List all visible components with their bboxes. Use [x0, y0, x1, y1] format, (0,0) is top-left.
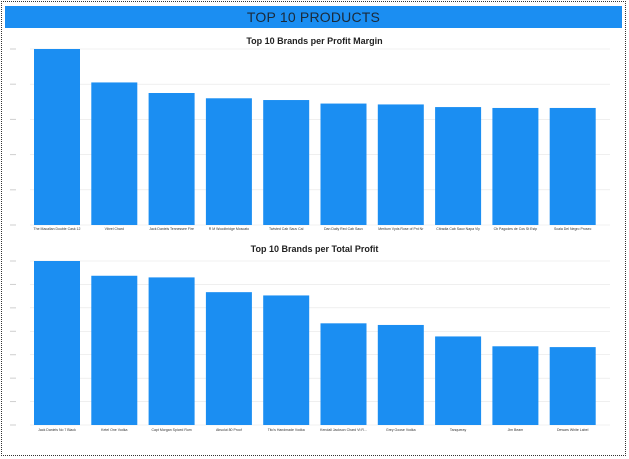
profit-category-label: Jack Daniels No 7 Black	[38, 428, 76, 432]
margin-category-label: Dan Daily Red Cab Sauv	[324, 227, 363, 231]
profit-y-tick	[10, 330, 16, 332]
margin-category-label: Cb Pagodes de Cos St Estp	[494, 227, 538, 231]
chart-title-profit-margin: Top 10 Brands per Profit Margin	[246, 36, 383, 46]
profit-y-tick	[10, 354, 16, 356]
profit-bar	[91, 275, 138, 425]
profit-y-tick	[10, 377, 16, 379]
profit-y-tick	[10, 401, 16, 403]
margin-y-tick	[10, 224, 16, 226]
margin-bar	[148, 93, 195, 225]
chart-title-total-profit: Top 10 Brands per Total Profit	[250, 244, 379, 254]
profit-bar	[34, 261, 80, 425]
margin-bar	[34, 49, 80, 225]
margin-y-tick	[10, 48, 16, 50]
margin-category-label: Twisted Cab Sauv Cal	[269, 227, 304, 231]
margin-bar	[320, 103, 367, 225]
margin-category-label: Scala Del Negro Prosec	[554, 227, 592, 231]
margin-category-label: Vibrel Chard	[105, 227, 124, 231]
profit-y-tick	[10, 260, 16, 262]
margin-category-label: Meritum Vyds Rose of Pnt Nr	[378, 227, 424, 231]
margin-y-tick	[10, 118, 16, 120]
margin-category-label: R M Woodbridge Moscato	[209, 227, 249, 231]
profit-bar	[377, 324, 424, 425]
margin-bar	[549, 107, 596, 225]
profit-category-label: Dewars White Label	[557, 428, 589, 432]
margin-bar	[205, 98, 252, 225]
margin-y-tick	[10, 83, 16, 85]
profit-category-label: Kendall Jackson Chard Vt R...	[320, 428, 367, 432]
margin-y-tick	[10, 189, 16, 191]
margin-bar	[435, 107, 482, 225]
margin-bar	[263, 100, 310, 225]
margin-category-label: Jack Daniels Tennessee Fire	[149, 227, 194, 231]
margin-bar	[492, 107, 539, 225]
profit-bar	[205, 292, 252, 425]
profit-bar	[148, 277, 195, 425]
profit-bar	[435, 336, 482, 425]
margin-category-label: The Macallan Double Cask 12	[34, 227, 81, 231]
margin-category-label: Citradia Cab Sauv Napa Vly	[436, 227, 480, 231]
profit-bar	[263, 295, 310, 425]
profit-bar	[320, 323, 367, 425]
profit-category-label: Jim Beam	[508, 428, 524, 432]
margin-bar	[91, 82, 138, 225]
profit-category-label: Tanqueray	[450, 428, 467, 432]
page-banner: TOP 10 PRODUCTS	[5, 6, 622, 28]
profit-y-tick	[10, 307, 16, 309]
profit-bar	[549, 347, 596, 425]
profit-bar	[492, 346, 539, 425]
profit-category-label: Ketel One Vodka	[101, 428, 127, 432]
margin-y-tick	[10, 154, 16, 156]
banner-title: TOP 10 PRODUCTS	[246, 9, 381, 25]
margin-bar	[377, 104, 424, 225]
profit-category-label: Grey Goose Vodka	[386, 428, 416, 432]
profit-y-tick	[10, 283, 16, 285]
profit-category-label: Absolut 80 Proof	[216, 428, 242, 432]
profit-category-label: Tito's Handmade Vodka	[268, 428, 305, 432]
profit-y-tick	[10, 424, 16, 426]
profit-category-label: Capt Morgan Spiced Rum	[151, 428, 191, 432]
